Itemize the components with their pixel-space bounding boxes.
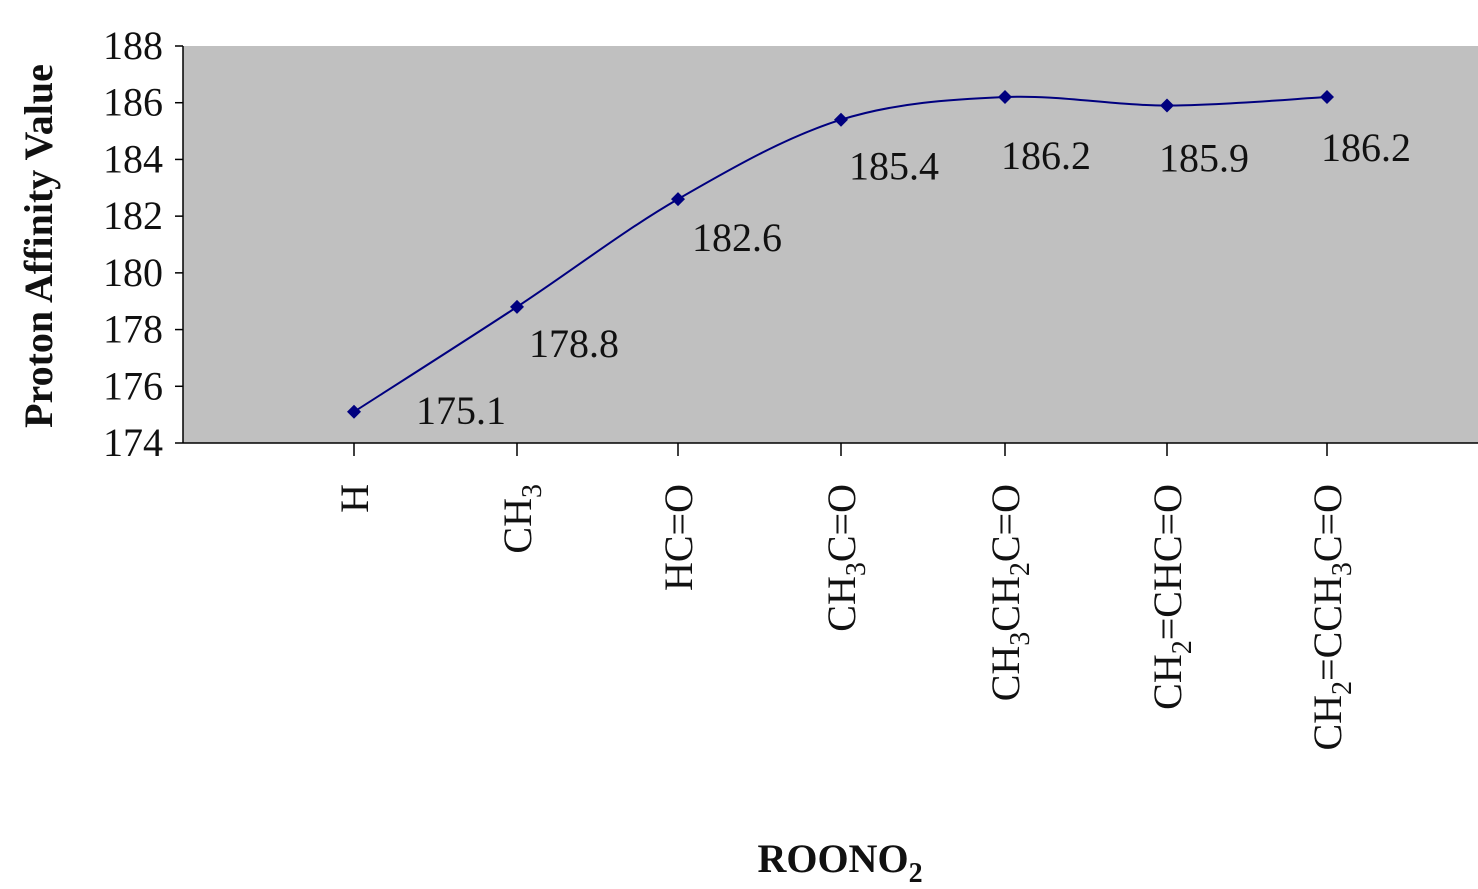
category-labels: H CH3 HC=OCH3C=OCH3CH2C=OCH2=CHC=OCH2=CCH3… [332,484,1358,751]
data-label: 186.2 [1001,133,1091,178]
data-label: 178.8 [529,321,619,366]
y-tick-label: 180 [103,250,163,295]
y-tick-label: 174 [103,420,163,465]
category-label-part: CH [819,576,864,632]
category-label-part: =CCH [1305,576,1350,681]
category-label-subscript: 2 [1327,681,1358,695]
category-label: CH3CH2C=O [983,484,1036,701]
category-label-part: H [332,484,377,513]
data-label: 185.9 [1159,136,1249,181]
category-label-subscript: 3 [1005,632,1036,646]
category-label: CH2=CHC=O [1145,484,1198,710]
data-point [998,90,1012,105]
category-label: CH2=CCH3C=O [1305,484,1358,751]
category-label-subscript: 2 [1005,562,1036,576]
category-label-subscript: 3 [1327,562,1358,576]
category-label-part: CH [983,576,1028,632]
plot-area [183,46,1478,443]
x-axis [183,442,1478,456]
category-label-part: CH [983,646,1028,702]
category-label-part: C=O [819,484,864,562]
category-label-subscript: 2 [1167,640,1198,654]
y-tick-label: 182 [103,193,163,238]
data-point [510,299,524,314]
data-label: 185.4 [849,144,939,189]
category-label: CH3 [495,484,548,554]
data-point [1320,90,1334,105]
data-labels: 175.1 178.8 182.6 185.4 186.2 185.9 186.2 [416,125,1411,433]
y-tick-label: 178 [103,307,163,352]
category-label-part: =CHC=O [1145,484,1190,640]
y-tick-label: 184 [103,136,163,181]
y-tick-label: 186 [103,80,163,125]
category-label: CH3C=O [819,484,872,632]
category-label-part: C=O [983,484,1028,562]
series-layer [347,90,1334,419]
category-label: H [332,484,377,513]
data-point [671,192,685,207]
category-label-subscript: 3 [517,484,548,498]
data-label: 182.6 [692,215,782,260]
category-label-part: HC=O [656,484,701,591]
category-label-part: CH [1305,695,1350,751]
y-axis-title: Proton Affinity Value [16,64,61,428]
data-point [347,404,361,419]
data-point [834,112,848,127]
data-label: 186.2 [1321,125,1411,170]
x-axis-title-sub: 2 [909,858,923,889]
y-tick-label: 188 [103,23,163,68]
category-label-part: CH [495,498,540,554]
data-point [1160,98,1174,113]
x-axis-title: ROONO2 [757,836,922,889]
category-label-part: CH [1145,654,1190,710]
x-axis-title-main: ROONO [757,836,908,881]
category-label-part: C=O [1305,484,1350,562]
category-label: HC=O [656,484,701,591]
y-axis: 174 176 178 180 182 184 186 188 [103,23,184,465]
data-label: 175.1 [416,388,506,433]
y-tick-label: 176 [103,363,163,408]
category-label-subscript: 3 [841,562,872,576]
